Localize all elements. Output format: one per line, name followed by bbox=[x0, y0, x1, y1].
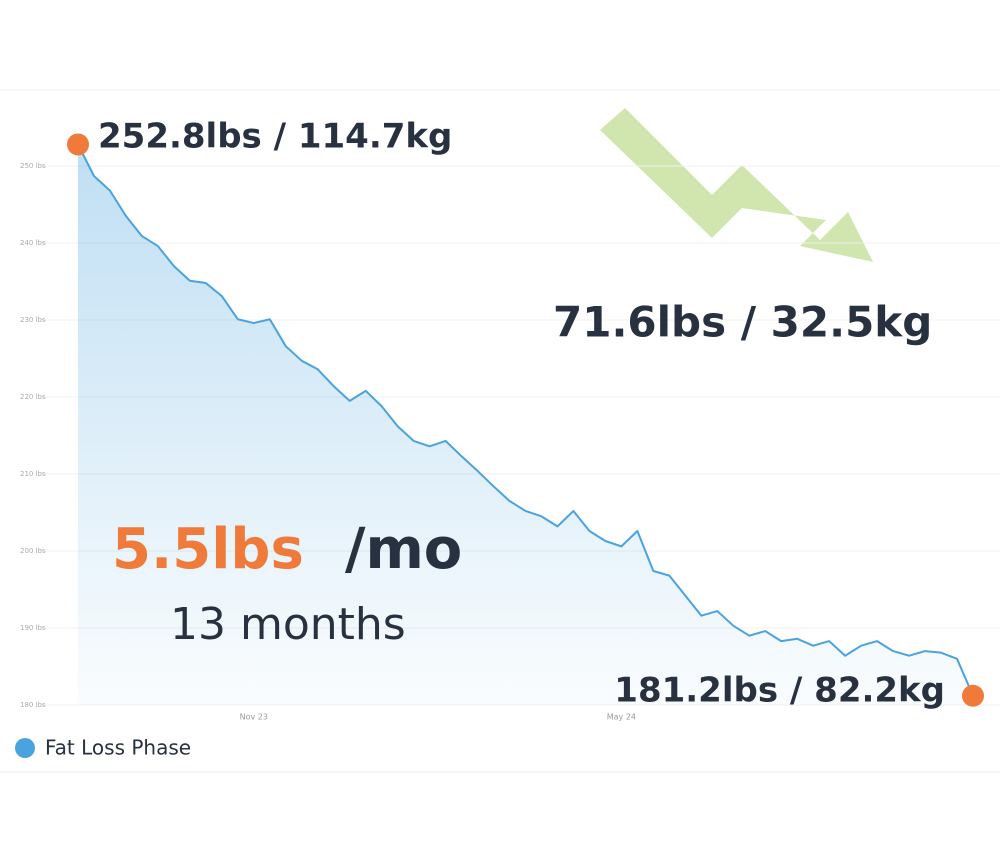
x-tick-label: May 24 bbox=[607, 713, 636, 722]
area bbox=[78, 144, 973, 705]
legend-label: Fat Loss Phase bbox=[45, 736, 191, 760]
y-tick-label: 210 lbs bbox=[20, 470, 46, 478]
duration-annotation: 13 months bbox=[170, 599, 406, 650]
end-annotation: 181.2lbs / 82.2kg bbox=[614, 671, 945, 711]
rate-unit-annotation: /mo bbox=[345, 517, 462, 582]
y-tick-label: 190 lbs bbox=[20, 624, 46, 632]
endpoint bbox=[67, 133, 89, 156]
y-tick-label: 220 lbs bbox=[20, 393, 46, 401]
y-tick-label: 180 lbs bbox=[20, 701, 46, 709]
plot: 180 lbs 190 lbs 200 lbs 210 lbs 220 lbs 230 l… bbox=[20, 133, 1000, 722]
y-tick-label: 200 lbs bbox=[20, 547, 46, 555]
endpoint bbox=[962, 684, 984, 707]
x-tick-label: Nov 23 bbox=[240, 713, 268, 722]
down-arrow bbox=[600, 108, 873, 262]
y-tick-label: 250 lbs bbox=[20, 162, 46, 170]
y-tick-label: 240 lbs bbox=[20, 239, 46, 247]
start-annotation: 252.8lbs / 114.7kg bbox=[98, 117, 452, 157]
rate-annotation: 5.5lbs bbox=[112, 517, 304, 582]
line bbox=[77, 143, 974, 697]
total-annotation: 71.6lbs / 32.5kg bbox=[553, 298, 932, 347]
legend-swatch bbox=[15, 738, 35, 758]
y-tick-label: 230 lbs bbox=[20, 316, 46, 324]
